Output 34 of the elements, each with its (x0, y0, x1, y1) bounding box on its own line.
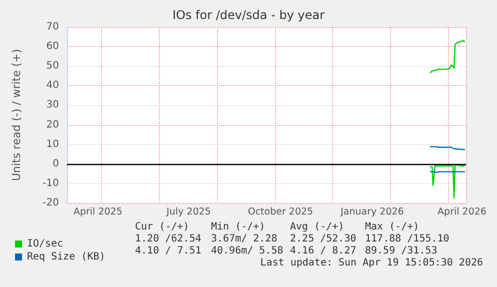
legend-label: Req Size (KB) (27, 252, 106, 262)
y-tick-label: 20 (46, 119, 59, 130)
line-series (429, 164, 466, 199)
chart-title: IOs for /dev/sda - by year (172, 8, 325, 22)
text: Max (-/+) (365, 222, 420, 232)
text: 4.10 / 7.51 (134, 246, 202, 256)
text: 1.20 /62.54 (134, 234, 202, 244)
text: Avg (-/+) (290, 222, 344, 232)
x-tick-label: July 2025 (166, 206, 211, 218)
legend-label: IO/sec (27, 238, 64, 250)
text: 89.59 /31.53 (365, 246, 438, 256)
y-tick-label: -20 (42, 198, 59, 208)
y-tick-label: 10 (46, 138, 59, 150)
y-tick-label: 50 (46, 60, 59, 72)
line-series (429, 40, 466, 74)
text: 2.25 /52.30 (290, 234, 356, 244)
text: 4.16 / 8.27 (290, 246, 356, 256)
text: 117.88 /155.10 (364, 234, 450, 244)
y-tick-label: 40 (46, 80, 59, 92)
y-tick-label: 30 (46, 100, 59, 111)
y-tick-label: 0 (52, 158, 59, 170)
text: Min (-/+) (211, 222, 266, 232)
x-tick-label: April 2025 (73, 206, 122, 218)
x-tick-label: April 2026 (438, 206, 486, 218)
x-tick-label: October 2025 (248, 206, 314, 218)
x-tick-label: January 2026 (340, 206, 404, 218)
y-tick-label: -10 (42, 178, 59, 189)
y-tick-label: 70 (46, 22, 59, 32)
text: 3.67m/ 2.28 (210, 234, 278, 244)
y-tick-label: 60 (46, 41, 59, 52)
text: Last update: Sun Apr 19 15:05:30 2026 (260, 258, 484, 268)
text: 40.96m/ 5.58 (211, 246, 284, 256)
text: Cur (-/+) (135, 222, 190, 232)
y-axis-title: Units read (-) / write (+) (10, 48, 23, 182)
